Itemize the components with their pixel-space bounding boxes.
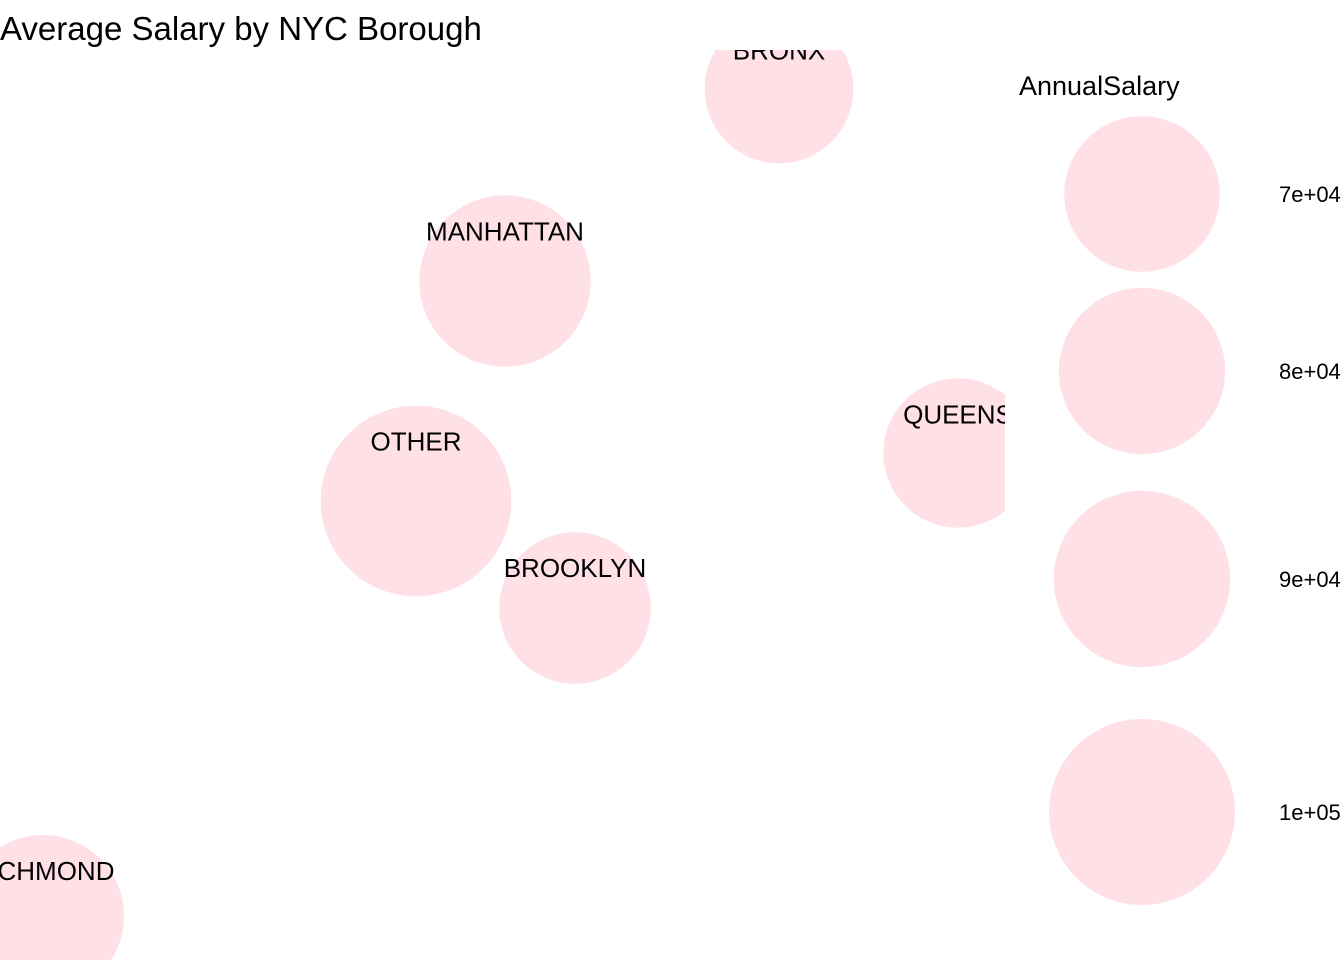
- legend-bubble: [1049, 719, 1235, 905]
- bubble-label-brooklyn: BROOKLYN: [504, 553, 647, 583]
- bubble-label-richmond: RICHMOND: [0, 856, 115, 886]
- bubble-richmond: [0, 834, 125, 960]
- legend-bubble: [1058, 287, 1226, 455]
- legend-label: 9e+04: [1279, 567, 1341, 592]
- bubble-brooklyn: [499, 532, 651, 684]
- bubble-layer: BRONX MANHATTAN OTHER BROOKLYN QUEENS RICHMON…: [0, 36, 1013, 960]
- legend-label: 7e+04: [1279, 182, 1341, 207]
- legend-label: 8e+04: [1279, 359, 1341, 384]
- bubble-other: [320, 405, 512, 597]
- legend-bubble: [1053, 490, 1231, 668]
- bubble-manhattan: [419, 195, 591, 367]
- size-legend: 7e+04 8e+04 9e+04 1e+05: [1049, 116, 1341, 905]
- chart-title: Average Salary by NYC Borough: [0, 10, 482, 47]
- bubble-bronx: [704, 50, 854, 164]
- legend-bubble: [1064, 116, 1220, 272]
- bubble-label-bronx: BRONX: [733, 36, 825, 66]
- bubble-label-other: OTHER: [371, 427, 462, 457]
- bubble-label-queens: QUEENS: [903, 399, 1013, 429]
- legend-title: AnnualSalary: [1019, 71, 1180, 101]
- legend-label: 1e+05: [1279, 800, 1341, 825]
- bubble-label-manhattan: MANHATTAN: [426, 216, 584, 246]
- bubble-queens: [883, 378, 1005, 528]
